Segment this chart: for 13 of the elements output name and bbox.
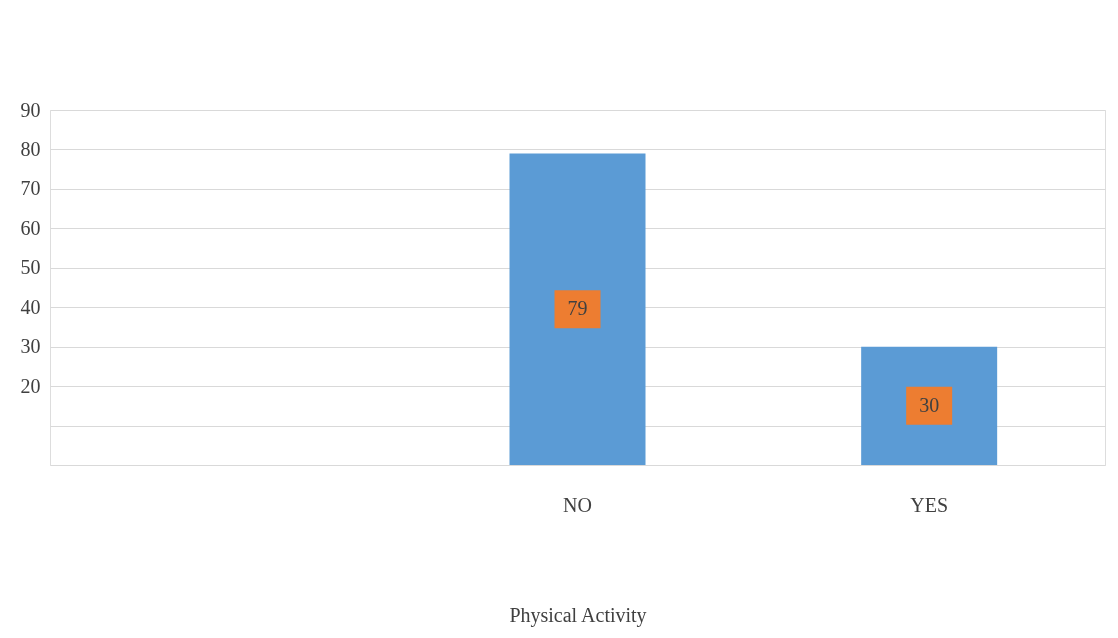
data-label: 30: [919, 393, 940, 416]
y-tick-label: 30: [20, 335, 41, 358]
y-tick-label: 60: [20, 216, 41, 239]
y-tick-label: 50: [20, 256, 41, 279]
y-tick-label: 90: [20, 98, 41, 121]
y-tick-label: 70: [20, 177, 41, 200]
y-tick-label: 80: [20, 137, 41, 160]
y-tick-label: 20: [20, 374, 41, 397]
x-tick-label: NO: [563, 493, 592, 516]
data-label: 79: [567, 297, 588, 320]
y-tick-label: 40: [20, 295, 41, 318]
x-tick-label: YES: [910, 493, 949, 516]
x-axis-title: Physical Activity: [509, 603, 647, 627]
